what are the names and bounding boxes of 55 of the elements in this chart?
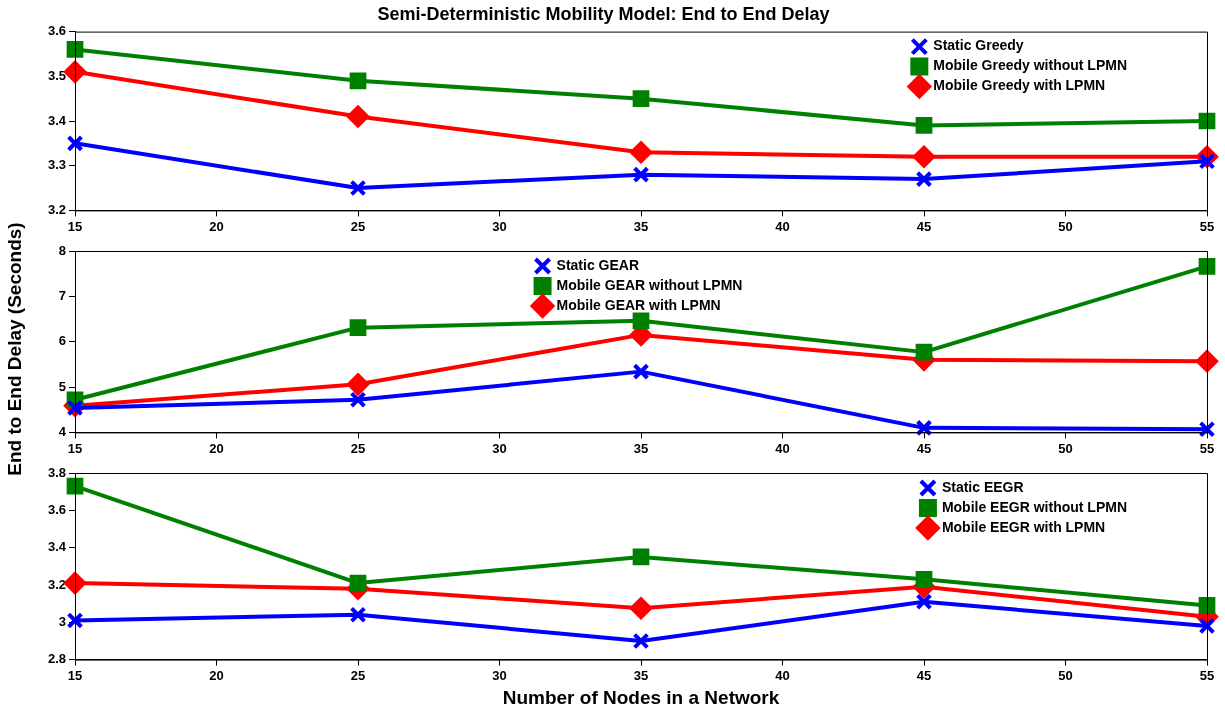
x-tick-label: 20	[209, 440, 224, 456]
y-tick-label: 3.4	[47, 112, 67, 128]
legend-label: Static GEAR	[556, 256, 640, 273]
x-tick-label: 55	[1199, 440, 1215, 456]
x-tick-label: 40	[775, 667, 790, 683]
x-tick-label: 20	[209, 218, 224, 234]
x-tick-label: 50	[1058, 440, 1073, 456]
y-tick-label: 3.8	[47, 464, 66, 480]
x-tick-label: 45	[916, 667, 932, 683]
x-tick-label: 30	[492, 667, 507, 683]
y-tick-label: 8	[58, 242, 66, 258]
x-tick-label: 35	[633, 667, 649, 683]
x-tick-label: 45	[916, 218, 932, 234]
x-tick-label: 45	[916, 440, 932, 456]
y-tick-label: 3.5	[47, 67, 66, 83]
y-tick-label: 3.2	[47, 201, 66, 217]
x-tick-label: 40	[775, 440, 790, 456]
y-tick-label: 3.6	[47, 23, 66, 39]
x-tick-label: 35	[633, 218, 649, 234]
x-axis-title: Number of Nodes in a Network	[502, 686, 780, 708]
y-tick-label: 3.2	[47, 576, 66, 592]
y-tick-label: 5	[58, 378, 66, 394]
x-tick-label: 30	[492, 440, 507, 456]
x-tick-label: 35	[633, 440, 649, 456]
legend-label: Static Greedy	[933, 37, 1024, 54]
y-tick-label: 7	[58, 287, 66, 303]
x-tick-label: 20	[209, 667, 224, 683]
y-tick-label: 3.6	[47, 501, 66, 517]
y-axis-title: End to End Delay (Seconds)	[4, 222, 26, 476]
x-tick-label: 15	[67, 218, 83, 234]
y-tick-label: 6	[58, 333, 66, 349]
legend-label: Mobile EEGR with LPMN	[941, 518, 1106, 535]
y-tick-label: 3	[58, 613, 66, 629]
legend-label: Mobile Greedy without LPMN	[933, 57, 1127, 74]
x-tick-label: 15	[67, 667, 83, 683]
legend-label: Mobile Greedy with LPMN	[933, 77, 1106, 94]
x-tick-label: 15	[67, 440, 83, 456]
x-tick-label: 50	[1058, 218, 1073, 234]
y-tick-label: 3.4	[47, 539, 67, 555]
x-tick-label: 25	[350, 218, 366, 234]
legend-label: Static EEGR	[941, 478, 1024, 495]
chart-title: Semi-Deterministic Mobility Model: End to End Delay	[377, 3, 830, 24]
legend-label: Mobile EEGR without LPMN	[941, 498, 1128, 515]
x-tick-label: 30	[492, 218, 507, 234]
x-tick-label: 50	[1058, 667, 1073, 683]
y-tick-label: 2.8	[47, 651, 66, 667]
y-tick-label: 3.3	[47, 157, 66, 173]
x-tick-label: 25	[350, 667, 366, 683]
x-tick-label: 40	[775, 218, 790, 234]
x-tick-label: 25	[350, 440, 366, 456]
legend-label: Mobile GEAR without LPMN	[556, 276, 743, 293]
x-tick-label: 55	[1199, 667, 1215, 683]
x-tick-label: 55	[1199, 218, 1215, 234]
y-tick-label: 4	[58, 423, 67, 439]
legend-label: Mobile GEAR with LPMN	[556, 296, 721, 313]
